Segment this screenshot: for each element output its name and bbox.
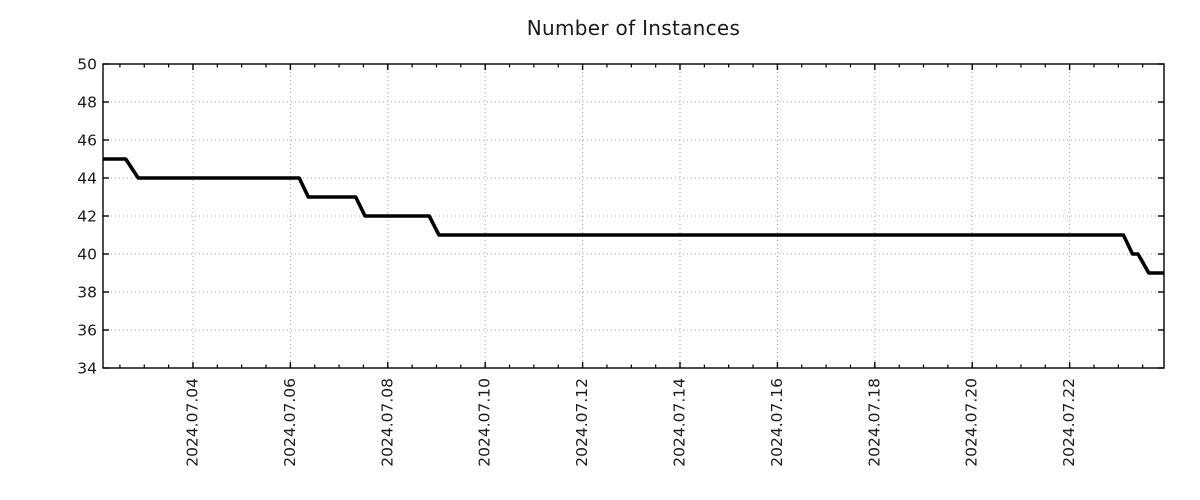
y-tick-label: 44 bbox=[77, 170, 97, 188]
y-tick-label: 36 bbox=[77, 322, 97, 340]
y-tick-label: 34 bbox=[77, 360, 97, 378]
x-tick-label: 2024.07.20 bbox=[963, 378, 981, 467]
series-line bbox=[103, 157, 1164, 275]
x-tick-label: 2024.07.22 bbox=[1060, 378, 1078, 467]
x-tick-label: 2024.07.04 bbox=[183, 378, 201, 467]
chart-title: Number of Instances bbox=[526, 16, 741, 40]
x-tick-label: 2024.07.06 bbox=[281, 378, 299, 467]
x-tick-label: 2024.07.10 bbox=[476, 378, 494, 467]
y-tick-label: 40 bbox=[77, 246, 97, 264]
x-tick-label: 2024.07.16 bbox=[768, 378, 786, 467]
x-tick-label: 2024.07.14 bbox=[671, 378, 689, 467]
y-tick-label: 38 bbox=[77, 284, 97, 302]
x-tick-label: 2024.07.12 bbox=[573, 378, 591, 467]
x-tick-label: 2024.07.18 bbox=[865, 378, 883, 467]
plot-border bbox=[102, 63, 1165, 369]
x-tick-label: 2024.07.08 bbox=[378, 378, 396, 467]
y-tick-label: 50 bbox=[77, 56, 97, 74]
y-tick-label: 46 bbox=[77, 132, 97, 150]
y-tick-label: 42 bbox=[77, 208, 97, 226]
y-tick-label: 48 bbox=[77, 94, 97, 112]
